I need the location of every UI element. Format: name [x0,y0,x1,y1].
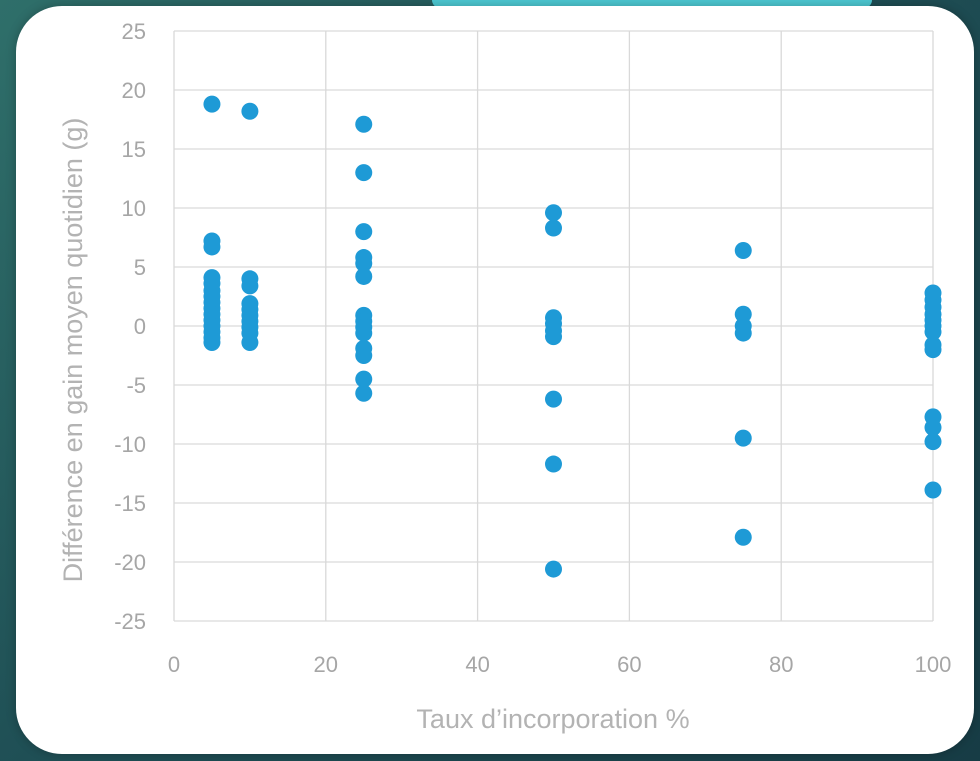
y-tick-label: 0 [134,314,146,339]
data-point [924,323,942,341]
data-point [355,384,373,402]
data-point [545,390,562,408]
data-point [355,347,373,364]
y-axis-ticks: 25 20 15 10 5 0 -5 -10 -15 -20 -25 [114,19,146,634]
y-tick-label: 20 [122,78,146,103]
data-point [355,223,373,241]
data-point [734,324,752,342]
x-tick-label: 60 [617,652,641,677]
top-accent-bar [432,0,872,8]
data-point [545,328,562,346]
data-point [734,528,752,546]
data-point [203,334,221,352]
data-point [545,219,562,237]
chart-card [16,6,974,754]
y-axis-title: Différence en gain moyen quotidien (g) [58,118,88,583]
data-points [203,95,942,578]
y-tick-label: 25 [122,19,146,44]
data-point [924,341,942,359]
data-point [355,164,373,182]
data-point [355,115,373,133]
x-tick-label: 80 [769,652,793,677]
y-tick-label: 15 [122,137,146,162]
y-tick-label: -5 [126,373,146,398]
x-tick-label: 20 [314,652,338,677]
data-point [241,334,259,352]
y-tick-label: 10 [122,196,146,221]
data-point [545,204,562,222]
y-tick-label: -10 [114,432,146,457]
data-point [203,238,221,256]
data-point [355,370,373,388]
y-tick-label: -25 [114,609,146,634]
data-point [241,277,259,295]
data-point [734,429,752,447]
data-point [355,254,373,272]
x-tick-label: 0 [168,652,180,677]
x-axis-ticks: 0 20 40 60 80 100 [168,652,951,677]
data-point [355,267,373,285]
data-point [734,241,752,259]
data-point [241,102,259,120]
data-point [355,324,373,342]
x-tick-label: 100 [915,652,952,677]
y-tick-label: -20 [114,550,146,575]
data-point [734,305,752,323]
y-tick-label: -15 [114,491,146,516]
y-tick-label: 5 [134,255,146,280]
data-point [924,418,942,436]
data-point [924,433,942,451]
data-point [924,481,942,499]
data-point [545,455,562,473]
x-axis-title: Taux d’incorporation % [416,704,689,734]
data-point [545,560,562,578]
data-point [203,95,221,113]
x-tick-label: 40 [465,652,489,677]
